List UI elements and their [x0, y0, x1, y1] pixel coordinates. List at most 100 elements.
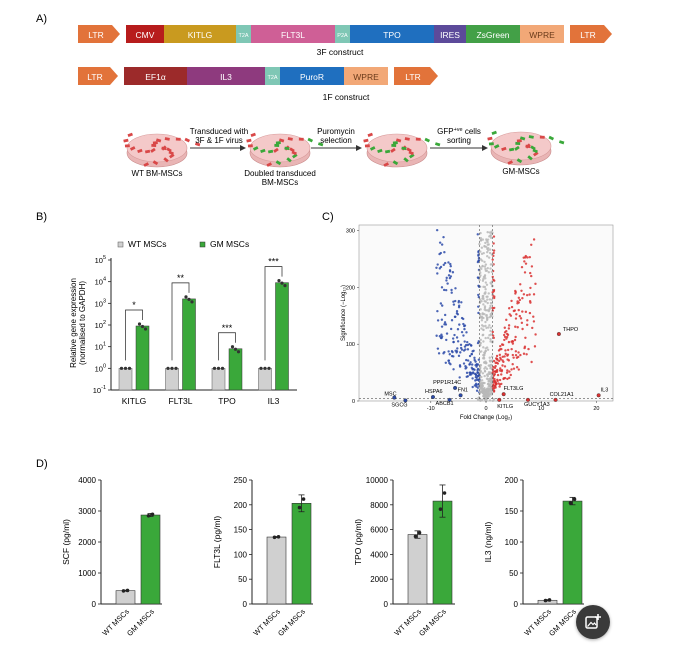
- gene-point: [497, 349, 501, 352]
- data-point: [150, 512, 155, 517]
- segment-label: KITLG: [188, 30, 213, 40]
- gene-point: [474, 382, 478, 386]
- gene-point: [464, 364, 467, 368]
- highlight-point: [553, 397, 558, 402]
- gene-point: [489, 263, 493, 266]
- y-axis-label: Significance (−Log₁₀): [341, 285, 347, 341]
- gene-point: [465, 371, 469, 375]
- significance-marker: **: [177, 273, 185, 283]
- gene-point: [443, 350, 446, 354]
- gene-point: [481, 265, 484, 268]
- gene-point: [508, 370, 511, 373]
- y-tick-label: 10000: [366, 476, 389, 485]
- data-point: [413, 534, 418, 539]
- gene-point: [493, 295, 496, 298]
- gene-point: [447, 350, 450, 353]
- segment-label: P2A: [337, 33, 348, 39]
- gene-point: [485, 250, 489, 254]
- data-point: [276, 534, 281, 539]
- gene-point: [484, 395, 488, 398]
- panel-label-b: B): [36, 211, 47, 223]
- gene-point: [493, 373, 497, 376]
- gene-point: [514, 317, 518, 320]
- gene-point: [456, 328, 460, 331]
- gene-point: [484, 263, 488, 266]
- data-point: [170, 366, 174, 370]
- gene-point: [503, 326, 506, 329]
- construct-segment: LTR: [570, 25, 612, 43]
- gene-point: [488, 356, 491, 359]
- dish-label: GM-MSCs: [502, 167, 539, 176]
- gene-expression-chart: 10-1 100 101 102 103 104 105 Relative gene expr…: [69, 239, 297, 406]
- gene-point: [479, 391, 482, 394]
- gene-point: [511, 353, 515, 357]
- gene-point: [518, 314, 522, 318]
- gene-point: [491, 334, 495, 337]
- add-image-button[interactable]: [576, 605, 610, 639]
- gene-point: [447, 274, 451, 277]
- gene-point: [525, 353, 528, 356]
- gene-point: [456, 313, 460, 316]
- gene-point: [473, 358, 476, 362]
- gene-point: [486, 230, 489, 234]
- dish-label-line: Doubled transduced: [244, 169, 316, 178]
- y-tick-label: 100: [234, 550, 248, 559]
- gene-point: [459, 346, 463, 350]
- gene-point: [499, 358, 502, 361]
- highlight-point: [525, 397, 530, 402]
- significance-bracket: [171, 282, 190, 361]
- data-point: [236, 350, 241, 354]
- gene-point: [521, 297, 524, 300]
- gene-point: [532, 238, 536, 241]
- gene-point: [484, 349, 488, 353]
- gene-point: [470, 363, 474, 366]
- bar-wt: [118, 368, 133, 391]
- gene-point: [488, 298, 492, 301]
- gene-point: [462, 322, 465, 326]
- bar-wt: [211, 368, 226, 391]
- gene-point: [484, 300, 487, 303]
- segment-label: CMV: [136, 30, 155, 40]
- gene-point: [481, 333, 485, 337]
- segment-label: LTR: [87, 72, 102, 82]
- gene-point: [500, 373, 503, 376]
- y-tick-label: 300: [346, 229, 355, 235]
- y-tick-label: 10-1: [93, 385, 106, 395]
- gene-point: [468, 354, 472, 358]
- gene-point: [486, 298, 489, 301]
- segment-label: IRES: [440, 30, 460, 40]
- gene-point: [490, 363, 493, 367]
- gene-point: [472, 349, 475, 352]
- gene-point: [485, 314, 488, 317]
- gene-point: [479, 370, 483, 373]
- gene-point: [524, 254, 527, 258]
- significance-bracket: [125, 309, 143, 361]
- gene-point: [451, 350, 454, 354]
- step-label: GFP+ve cells: [437, 127, 481, 136]
- gene-point: [489, 236, 493, 239]
- legend-label: GM MSCs: [210, 239, 249, 249]
- gene-point: [491, 315, 494, 318]
- gene-point: [483, 374, 486, 378]
- y-tick-label: 3000: [78, 507, 96, 516]
- gene-point: [528, 311, 532, 315]
- gene-point: [517, 351, 520, 354]
- bar-wt: [165, 368, 179, 391]
- gene-point: [498, 353, 502, 357]
- data-point: [220, 366, 225, 370]
- gene-point: [479, 239, 483, 242]
- gene-point: [484, 281, 488, 284]
- gene-label: IL3: [601, 387, 609, 393]
- segment-block: [520, 25, 564, 43]
- workflow-diagram: WT BM-MSCs Doubled transduced BM-MSCs GM-MS…: [123, 127, 565, 187]
- gene-point: [507, 340, 511, 344]
- gene-point: [479, 266, 482, 269]
- gene-point: [522, 352, 526, 355]
- gene-point: [506, 353, 510, 356]
- segment-block: [350, 25, 434, 43]
- gene-point: [505, 318, 508, 322]
- bar-wt: [115, 590, 136, 605]
- gene-point: [458, 376, 461, 379]
- gene-point: [478, 242, 481, 246]
- gene-point: [478, 269, 481, 273]
